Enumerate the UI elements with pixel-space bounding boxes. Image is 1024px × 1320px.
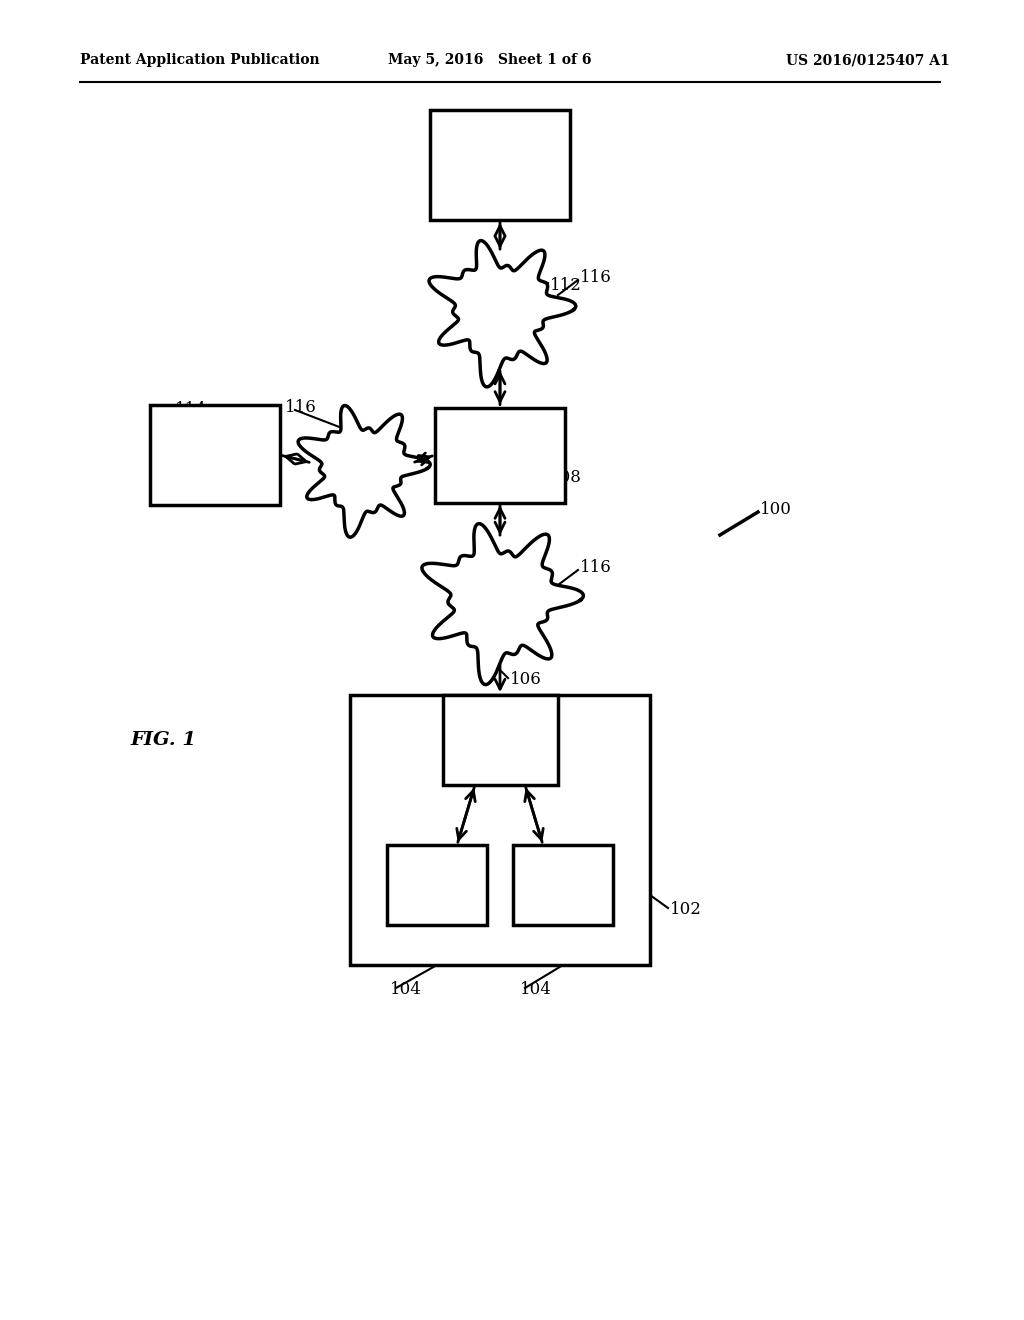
Text: 114: 114 — [175, 401, 207, 418]
Text: FIG. 1: FIG. 1 — [130, 731, 196, 748]
Bar — [350, 696, 650, 965]
Bar — [513, 845, 613, 925]
Bar — [387, 845, 487, 925]
Text: 104: 104 — [390, 982, 422, 998]
Text: 116: 116 — [580, 560, 611, 577]
Text: May 5, 2016   Sheet 1 of 6: May 5, 2016 Sheet 1 of 6 — [388, 53, 592, 67]
Text: 112: 112 — [550, 276, 582, 293]
Text: 116: 116 — [580, 269, 611, 286]
Text: 116: 116 — [285, 400, 316, 417]
Text: 100: 100 — [760, 502, 792, 519]
Bar — [435, 408, 565, 503]
Text: 108: 108 — [550, 470, 582, 487]
Text: 106: 106 — [510, 672, 542, 689]
Text: Patent Application Publication: Patent Application Publication — [80, 53, 319, 67]
Polygon shape — [298, 405, 430, 537]
Bar — [150, 405, 280, 506]
Text: 104: 104 — [520, 982, 552, 998]
Text: 102: 102 — [670, 902, 701, 919]
Text: US 2016/0125407 A1: US 2016/0125407 A1 — [786, 53, 950, 67]
Bar — [442, 696, 557, 785]
Polygon shape — [422, 524, 584, 685]
Polygon shape — [429, 240, 575, 387]
Bar — [430, 110, 570, 220]
